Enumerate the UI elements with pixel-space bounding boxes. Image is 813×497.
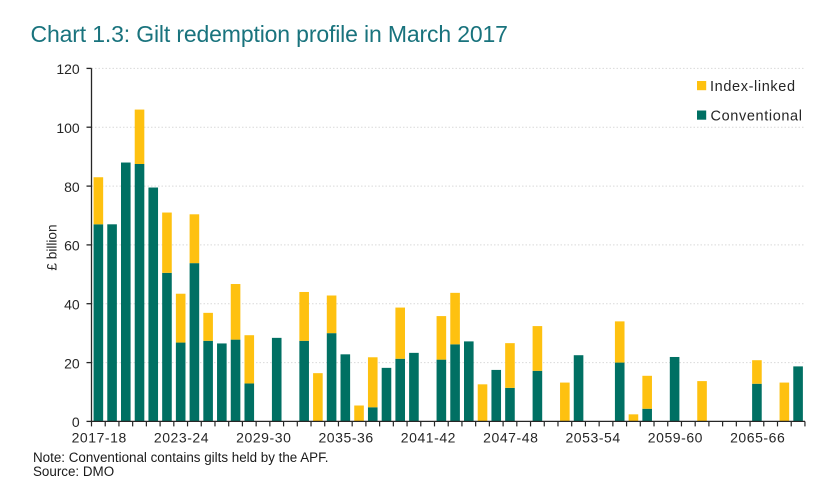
svg-text:2041-42: 2041-42 xyxy=(401,430,456,446)
svg-text:0: 0 xyxy=(72,414,80,430)
svg-text:20: 20 xyxy=(64,355,80,371)
svg-text:2023-24: 2023-24 xyxy=(154,430,209,446)
svg-text:2017-18: 2017-18 xyxy=(72,430,127,446)
svg-text:2047-48: 2047-48 xyxy=(483,430,538,446)
svg-text:120: 120 xyxy=(56,61,80,77)
svg-text:2035-36: 2035-36 xyxy=(318,430,373,446)
svg-text:2029-30: 2029-30 xyxy=(236,430,291,446)
svg-text:2059-60: 2059-60 xyxy=(648,430,703,446)
svg-text:80: 80 xyxy=(64,179,80,195)
svg-text:60: 60 xyxy=(64,238,80,254)
svg-text:2065-66: 2065-66 xyxy=(730,430,785,446)
svg-text:Index-linked: Index-linked xyxy=(710,79,796,95)
svg-text:2053-54: 2053-54 xyxy=(565,430,620,446)
svg-text:Conventional: Conventional xyxy=(711,109,803,125)
svg-text:100: 100 xyxy=(56,120,80,136)
svg-text:£ billion: £ billion xyxy=(45,224,60,270)
svg-text:40: 40 xyxy=(64,297,80,313)
